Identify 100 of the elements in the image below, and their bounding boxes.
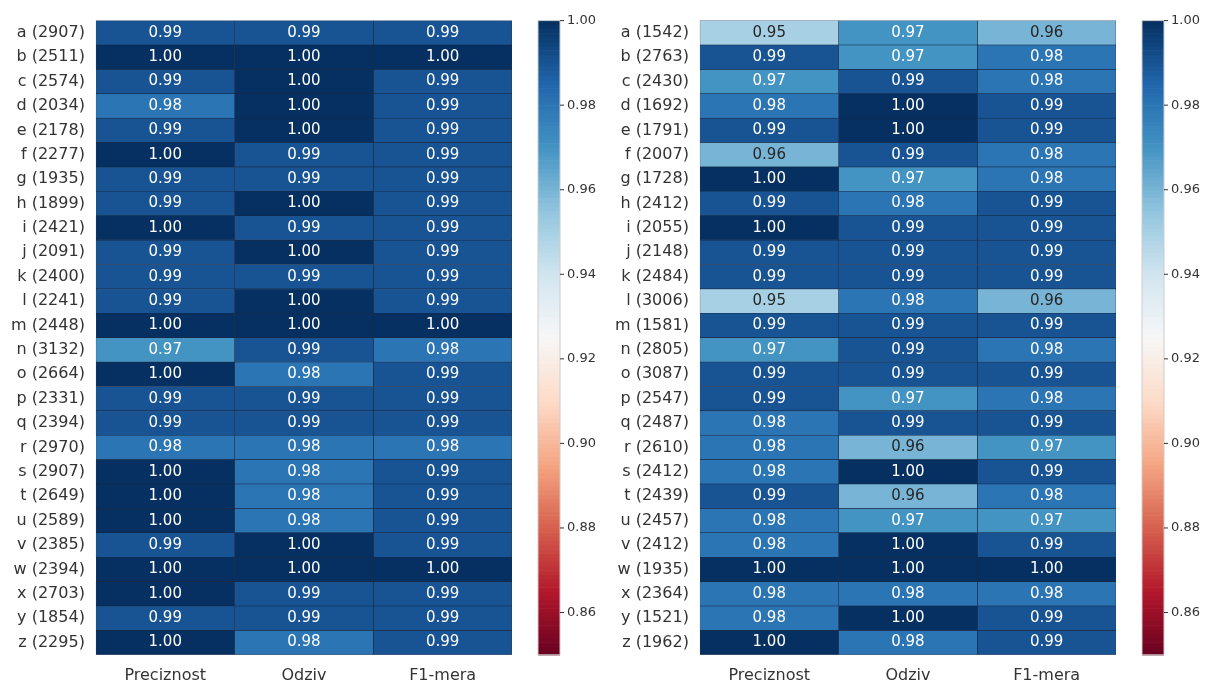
data-label: 0.99	[1029, 95, 1064, 114]
y-tick-label: k (2400)	[17, 265, 85, 285]
data-label: 0.99	[1029, 412, 1064, 431]
data-label: 0.96	[891, 486, 925, 505]
data-label: 0.99	[425, 120, 460, 139]
data-label: 1.00	[148, 559, 182, 578]
data-label: 0.98	[1029, 71, 1064, 90]
y-tick-label: b (2511)	[16, 46, 85, 66]
y-tick-label: d (2034)	[16, 95, 85, 115]
data-label: 1.00	[148, 315, 182, 334]
data-label: 0.99	[425, 534, 460, 553]
data-label: 1.00	[148, 632, 182, 651]
data-label: 0.99	[1029, 632, 1064, 651]
y-tick-label: e (1791)	[620, 119, 689, 139]
x-tick-label: Preciznost	[124, 664, 207, 684]
data-label: 0.99	[425, 486, 460, 505]
color-bar-label: 0.94	[1171, 265, 1200, 281]
data-label: 0.99	[287, 339, 321, 358]
y-tick-label: a (1542)	[620, 21, 689, 41]
data-label: 0.98	[1029, 339, 1064, 358]
data-label: 0.99	[148, 71, 182, 90]
y-tick-label: x (2364)	[621, 582, 689, 602]
data-label: 0.99	[1029, 534, 1064, 553]
data-label: 0.99	[425, 242, 460, 261]
color-bar-label: 0.88	[1171, 519, 1200, 535]
data-label: 1.00	[425, 315, 460, 334]
data-label: 0.98	[752, 534, 786, 553]
data-label: 0.99	[148, 22, 182, 41]
data-label: 0.98	[752, 95, 786, 114]
data-label: 0.99	[752, 47, 786, 66]
data-label: 0.99	[752, 388, 786, 407]
y-tick-label: k (2484)	[621, 265, 689, 285]
y-tick-label: t (2439)	[624, 485, 689, 505]
y-tick-label: z (2295)	[18, 631, 85, 651]
y-tick-label: z (1962)	[622, 631, 689, 651]
data-label: 0.99	[425, 71, 460, 90]
data-label: 0.99	[287, 217, 321, 236]
data-label: 0.98	[287, 437, 321, 456]
data-label: 1.00	[148, 47, 182, 66]
data-label: 0.97	[1029, 510, 1064, 529]
data-label: 0.99	[148, 120, 182, 139]
data-label: 0.99	[148, 291, 182, 309]
data-label: 0.99	[287, 583, 321, 602]
data-label: 1.00	[287, 95, 321, 114]
data-label: 0.99	[891, 242, 925, 261]
y-tick-label: m (2448)	[11, 314, 85, 334]
data-label: 0.98	[891, 583, 925, 602]
data-label: 0.99	[752, 486, 786, 505]
data-label: 0.99	[148, 534, 182, 553]
data-label: 0.98	[425, 339, 460, 358]
data-label: 0.98	[1029, 388, 1064, 407]
data-label: 0.99	[425, 169, 460, 188]
data-label: 0.99	[425, 583, 460, 602]
data-label: 1.00	[752, 632, 786, 651]
data-label: 1.00	[287, 315, 321, 334]
data-label: 0.95	[752, 22, 786, 41]
y-tick-label: o (2664)	[16, 363, 85, 383]
data-label: 0.99	[148, 608, 182, 627]
data-label: 0.98	[752, 510, 786, 529]
data-label: 0.98	[891, 291, 925, 309]
color-bar-label: 1.00	[1171, 11, 1200, 27]
data-label: 0.98	[752, 583, 786, 602]
y-tick-label: w (2394)	[13, 558, 85, 578]
data-label: 0.99	[752, 266, 786, 285]
data-label: 0.99	[1029, 461, 1064, 480]
x-tick-label: Odziv	[281, 664, 327, 684]
data-label: 0.99	[752, 193, 786, 212]
color-bar-label: 0.86	[1171, 603, 1200, 619]
data-label: 0.99	[287, 388, 321, 407]
data-label: 0.97	[891, 169, 925, 188]
data-label: 0.99	[425, 217, 460, 236]
data-label: 1.00	[752, 217, 786, 236]
data-label: 0.98	[148, 437, 182, 456]
y-tick-label: x (2703)	[17, 582, 85, 602]
x-tick-label: F1-mera	[1013, 664, 1081, 684]
y-tick-label: v (2385)	[17, 534, 85, 554]
y-tick-label: h (1899)	[16, 192, 85, 212]
data-label: 0.99	[891, 144, 925, 163]
color-bar-label: 0.98	[567, 96, 596, 112]
data-label: 0.99	[287, 22, 321, 41]
data-label: 0.98	[1029, 47, 1064, 66]
data-label: 0.99	[148, 412, 182, 431]
data-label: 0.97	[752, 71, 786, 90]
data-label: 1.00	[287, 120, 321, 139]
y-tick-label: j (2091)	[21, 241, 85, 261]
color-bar-label: 0.88	[567, 519, 596, 535]
data-label: 0.99	[1029, 193, 1064, 212]
data-label: 0.99	[148, 169, 182, 188]
y-tick-label: r (2610)	[624, 436, 689, 456]
data-label: 0.99	[891, 71, 925, 90]
data-label: 1.00	[752, 559, 786, 578]
y-tick-label: n (3132)	[16, 339, 85, 359]
y-tick-label: c (2430)	[621, 70, 689, 90]
color-bar-label: 0.90	[1171, 434, 1200, 450]
data-label: 0.99	[752, 364, 786, 383]
data-label: 1.00	[148, 364, 182, 383]
y-tick-label: i (2055)	[626, 217, 689, 237]
color-bar-label: 0.92	[1171, 350, 1200, 366]
data-label: 0.99	[752, 242, 786, 261]
data-label: 0.99	[425, 144, 460, 163]
